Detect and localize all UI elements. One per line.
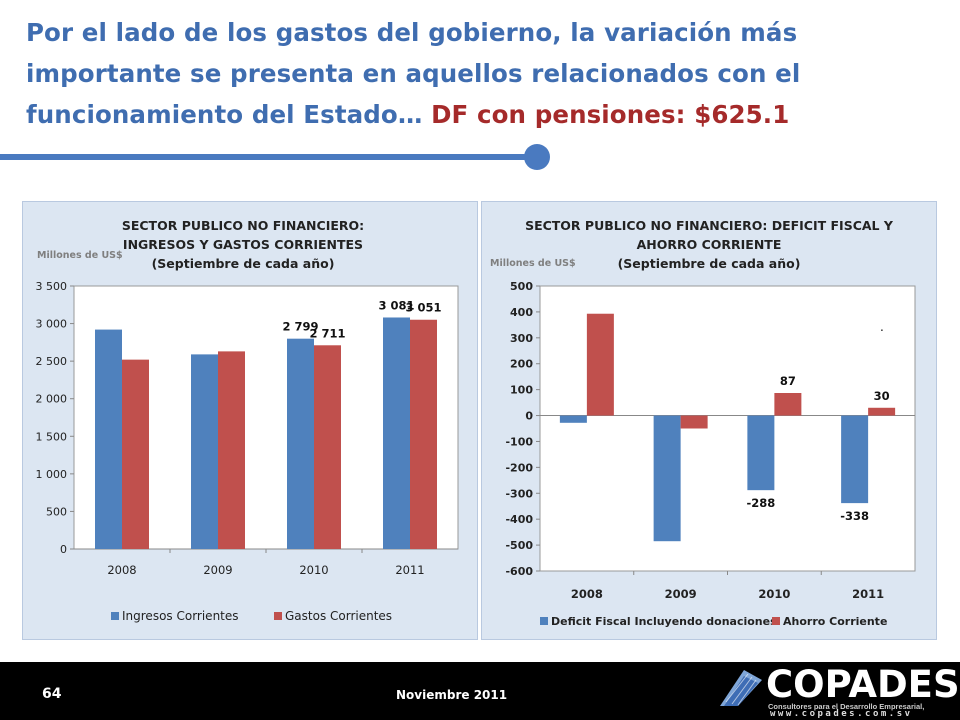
data-label: 30: [874, 389, 890, 403]
bar-deficit-fiscal-incluyendo-donaciones-2009: [653, 415, 681, 542]
chart-title-line: (Septiembre de cada año): [618, 256, 801, 271]
y-tick-label: 500: [46, 505, 67, 518]
bar-ahorro-corriente-2009: [680, 415, 708, 429]
y-tick-label: -400: [505, 513, 533, 526]
footer-bar: 64 Noviembre 2011 COPADES Consultores pa…: [0, 662, 960, 720]
copades-logo-tagline: Consultores para el Desarrollo Empresari…: [768, 702, 925, 711]
slide-title: Por el lado de los gastos del gobierno, …: [26, 12, 926, 135]
legend-label: Ingresos Corrientes: [122, 609, 239, 623]
y-tick-label: 3 500: [36, 280, 68, 293]
y-tick-label: 2 000: [36, 393, 68, 406]
y-tick-label: 3 000: [36, 318, 68, 331]
footer-date: Noviembre 2011: [396, 688, 508, 702]
y-tick-label: -500: [505, 539, 533, 552]
y-axis-unit-label: Millones de US$: [37, 250, 123, 261]
chart-title-line: (Septiembre de cada año): [152, 256, 335, 271]
title-underline-dot: [524, 144, 550, 170]
data-label: -288: [746, 496, 775, 510]
y-tick-label: 1 000: [36, 468, 68, 481]
data-label: 3 081: [378, 298, 414, 312]
bar-deficit-fiscal-incluyendo-donaciones-2008: [559, 415, 587, 423]
bar-ingresos-corrientes-2009: [191, 354, 218, 549]
bar-ahorro-corriente-2008: [586, 313, 614, 416]
legend-label: Gastos Corrientes: [285, 609, 392, 623]
bar-gastos-corrientes-2011: [410, 319, 437, 549]
copades-logo: COPADES Consultores para el Desarrollo E…: [708, 662, 960, 720]
copades-logo-wordmark: COPADES: [766, 663, 960, 706]
bar-ingresos-corrientes-2008: [95, 329, 122, 549]
bar-ingresos-corrientes-2011: [383, 317, 410, 549]
x-tick-label: 2011: [395, 563, 424, 577]
chart-title-line: AHORRO CORRIENTE: [637, 237, 782, 252]
title-main: Por el lado de los gastos del gobierno, …: [26, 18, 801, 129]
x-tick-label: 2009: [665, 587, 697, 601]
bar-deficit-fiscal-incluyendo-donaciones-2011: [841, 415, 869, 504]
legend-swatch: [540, 617, 548, 625]
legend-label: Deficit Fiscal Incluyendo donaciones: [551, 615, 777, 628]
y-tick-label: 0: [60, 543, 67, 556]
x-tick-label: 2011: [852, 587, 884, 601]
legend-label: Ahorro Corriente: [783, 615, 887, 628]
y-tick-label: 200: [510, 358, 533, 371]
y-tick-label: -600: [505, 565, 533, 578]
data-label: 2 711: [309, 326, 345, 340]
chart-panel-deficit-savings: SECTOR PUBLICO NO FINANCIERO: DEFICIT FI…: [481, 201, 937, 640]
chart-annotation: .: [880, 320, 884, 334]
y-tick-label: -100: [505, 435, 533, 448]
y-tick-label: 400: [510, 306, 533, 319]
data-label: 87: [780, 374, 796, 388]
y-tick-label: 1 500: [36, 430, 68, 443]
x-tick-label: 2008: [107, 563, 136, 577]
title-highlight: DF con pensiones: $625.1: [431, 100, 790, 129]
copades-logo-mark-icon: [720, 670, 762, 706]
y-tick-label: 0: [525, 410, 533, 423]
chart-deficit-savings: SECTOR PUBLICO NO FINANCIERO: DEFICIT FI…: [490, 218, 916, 628]
legend-swatch: [274, 612, 282, 620]
x-tick-label: 2008: [571, 587, 603, 601]
chart-revenue-expenses: SECTOR PUBLICO NO FINANCIERO: INGRESOS Y …: [36, 218, 459, 623]
data-label: 3 051: [405, 301, 441, 315]
bar-ahorro-corriente-2010: [774, 393, 802, 416]
legend-swatch: [772, 617, 780, 625]
bar-gastos-corrientes-2008: [122, 359, 149, 549]
x-tick-label: 2010: [299, 563, 328, 577]
y-tick-label: 500: [510, 280, 533, 293]
copades-logo-url: www.copades.com.sv: [770, 709, 913, 719]
y-tick-label: 100: [510, 384, 533, 397]
title-underline: [0, 154, 540, 160]
chart-panel-revenue-expenses: SECTOR PUBLICO NO FINANCIERO: INGRESOS Y …: [22, 201, 478, 640]
bar-ahorro-corriente-2011: [868, 407, 896, 416]
bar-gastos-corrientes-2009: [218, 351, 245, 549]
bar-ingresos-corrientes-2010: [287, 338, 314, 549]
y-tick-label: -200: [505, 461, 533, 474]
data-label: -338: [840, 509, 869, 523]
x-tick-label: 2010: [758, 587, 790, 601]
y-tick-label: 2 500: [36, 355, 68, 368]
page-number: 64: [42, 686, 62, 702]
y-tick-label: -300: [505, 487, 533, 500]
y-axis-unit-label: Millones de US$: [490, 258, 576, 269]
bar-gastos-corrientes-2010: [314, 345, 341, 549]
chart-title-line: SECTOR PUBLICO NO FINANCIERO: DEFICIT FI…: [525, 218, 894, 233]
x-tick-label: 2009: [203, 563, 232, 577]
legend-swatch: [111, 612, 119, 620]
chart-title-line: SECTOR PUBLICO NO FINANCIERO:: [122, 218, 364, 233]
chart-title-line: INGRESOS Y GASTOS CORRIENTES: [123, 237, 363, 252]
data-label: 2 799: [282, 320, 318, 334]
bar-deficit-fiscal-incluyendo-donaciones-2010: [747, 415, 775, 491]
y-tick-label: 300: [510, 332, 533, 345]
